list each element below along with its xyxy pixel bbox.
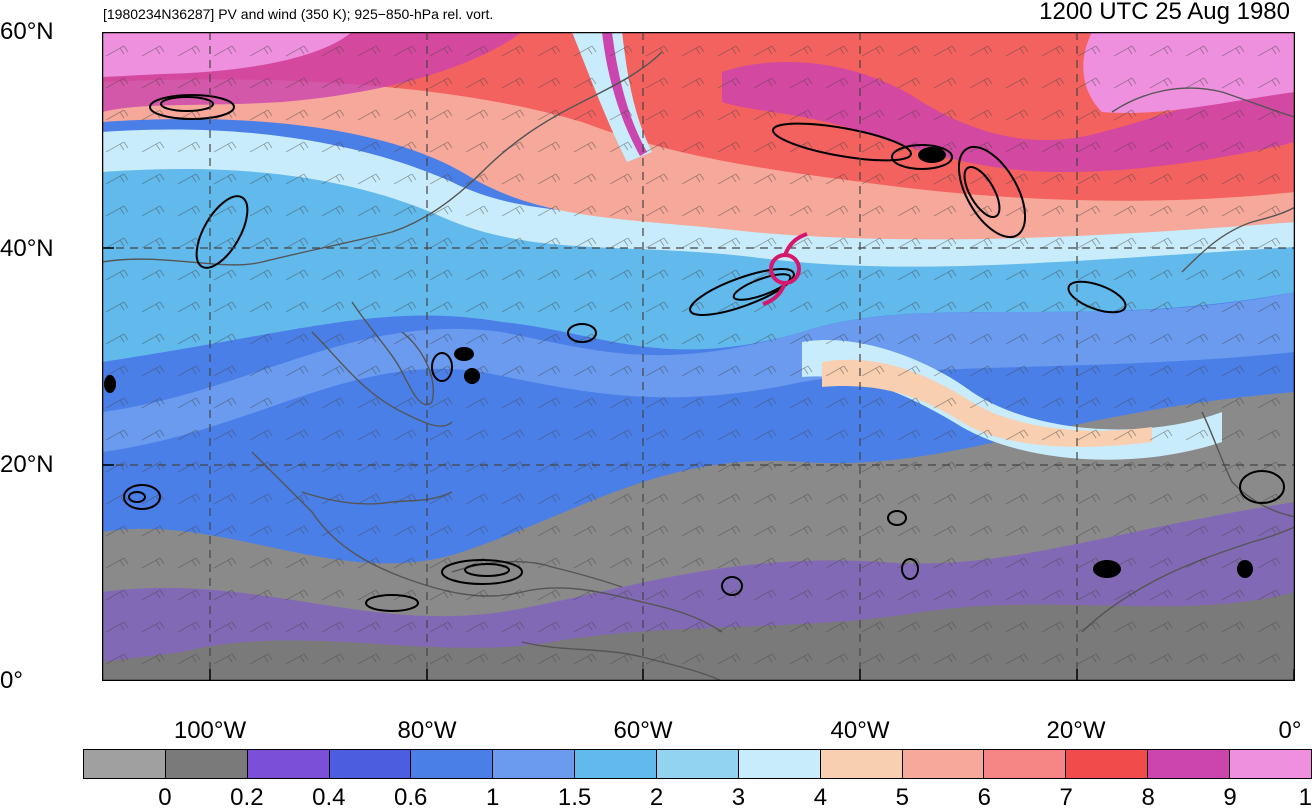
map-timestamp: 1200 UTC 25 Aug 1980	[1039, 0, 1290, 25]
lat-label-0: 0°	[0, 667, 23, 694]
colorbar-swatch	[1066, 750, 1149, 778]
colorbar-tick-label: 3	[731, 784, 746, 811]
lon-label-20w: 20°W	[1046, 717, 1106, 744]
colorbar-tick-label: 0.6	[394, 784, 428, 811]
colorbar-swatch	[902, 750, 985, 778]
colorbar-swatch	[575, 750, 658, 778]
colorbar-swatch	[493, 750, 576, 778]
lat-label-20n: 20°N	[0, 451, 54, 478]
colorbar-swatch	[1148, 750, 1231, 778]
colorbar-tick-label: 2	[649, 784, 664, 811]
pv-colorbar	[83, 749, 1312, 779]
lon-label-0: 0°	[1278, 717, 1302, 744]
lat-label-60n: 60°N	[0, 18, 54, 45]
hurricane-symbol-icon	[762, 232, 808, 306]
map-subtitle: [1980234N36287] PV and wind (350 K); 925…	[103, 6, 494, 22]
colorbar-swatch	[820, 750, 903, 778]
colorbar-swatch	[657, 750, 739, 778]
lat-label-40n: 40°N	[0, 235, 54, 262]
colorbar-swatch	[984, 750, 1067, 778]
colorbar-tick-label: 0	[158, 784, 172, 811]
colorbar-tick-label: 5	[895, 784, 910, 811]
lon-label-40w: 40°W	[830, 717, 890, 744]
colorbar-swatch	[1230, 750, 1311, 778]
colorbar-swatch	[411, 750, 494, 778]
lon-label-100w: 100°W	[173, 717, 247, 744]
colorbar-tick-label: 10	[1298, 784, 1312, 811]
colorbar-tick-label: 9	[1223, 784, 1237, 811]
colorbar-swatch	[84, 750, 166, 778]
colorbar-tick-label: 6	[977, 784, 991, 811]
colorbar-tick-label: 0.2	[230, 784, 264, 811]
colorbar-tick-label: 4	[813, 784, 828, 811]
colorbar-tick-label: 0.4	[312, 784, 346, 811]
colorbar-tick-label: 1	[485, 784, 500, 811]
colorbar-tick-label: 8	[1141, 784, 1155, 811]
pv-wind-map	[102, 32, 1295, 681]
colorbar-tick-label: 7	[1059, 784, 1073, 811]
colorbar-swatch	[247, 750, 330, 778]
colorbar-swatch	[329, 750, 412, 778]
colorbar-swatch	[165, 750, 248, 778]
colorbar-tick-label: 1.5	[557, 784, 592, 811]
lon-label-60w: 60°W	[613, 717, 673, 744]
colorbar-swatch	[738, 750, 821, 778]
lon-label-80w: 80°W	[397, 717, 457, 744]
